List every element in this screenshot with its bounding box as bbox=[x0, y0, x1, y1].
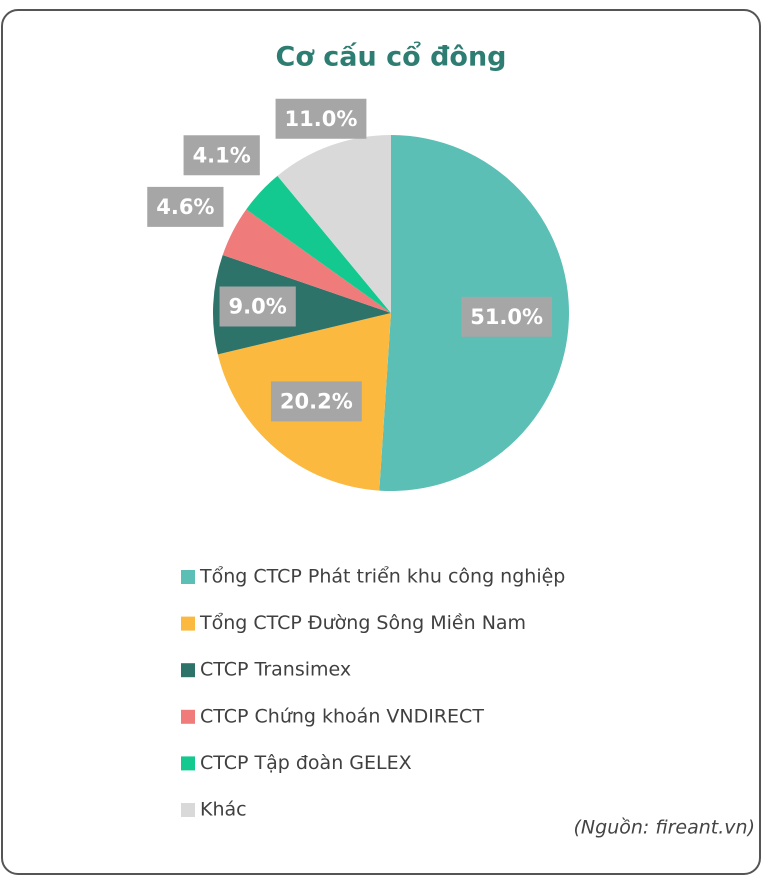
data-label: 4.6% bbox=[147, 186, 224, 227]
data-label-box bbox=[270, 381, 362, 422]
legend-swatch bbox=[181, 709, 195, 724]
legend-label: Tổng CTCP Đường Sông Miền Nam bbox=[199, 612, 526, 634]
legend-swatch bbox=[181, 616, 195, 631]
legend-swatch bbox=[181, 663, 195, 678]
legend-swatch bbox=[181, 803, 195, 817]
data-label-text: 4.1% bbox=[193, 143, 251, 167]
data-label-text: 20.2% bbox=[280, 389, 353, 413]
data-label-text: 11.0% bbox=[285, 107, 358, 131]
legend-label: CTCP Tập đoàn GELEX bbox=[200, 752, 412, 774]
data-label: 51.0% bbox=[461, 296, 553, 337]
data-label: 4.1% bbox=[183, 135, 260, 176]
data-label: 9.0% bbox=[219, 286, 296, 327]
data-label-box bbox=[461, 296, 553, 337]
source: (Nguồn: fireant.vn) bbox=[574, 817, 755, 839]
pie-slice bbox=[277, 135, 391, 313]
legend-label: CTCP Chứng khoán VNDIRECT bbox=[200, 705, 484, 727]
data-label-text: 9.0% bbox=[229, 294, 287, 318]
legend-swatch bbox=[181, 756, 195, 771]
data-label-text: 4.6% bbox=[156, 195, 214, 219]
legend-label: Khác bbox=[200, 799, 247, 821]
data-label-box bbox=[183, 135, 260, 176]
pie-slice bbox=[222, 209, 391, 313]
data-label: 20.2% bbox=[270, 381, 362, 422]
pie-slice bbox=[213, 255, 391, 355]
data-label-box bbox=[219, 286, 296, 327]
legend-label: Tổng CTCP Phát triển khu công nghiệp bbox=[199, 566, 565, 588]
data-label-box bbox=[147, 186, 224, 227]
chart-title: Cơ cấu cổ đông bbox=[276, 40, 507, 73]
data-label-box bbox=[275, 98, 367, 139]
legend-swatch bbox=[181, 570, 195, 584]
legend-label: CTCP Transimex bbox=[200, 659, 351, 681]
data-label: 11.0% bbox=[275, 98, 367, 139]
pie-slice bbox=[246, 175, 391, 313]
data-label-text: 51.0% bbox=[470, 305, 543, 329]
